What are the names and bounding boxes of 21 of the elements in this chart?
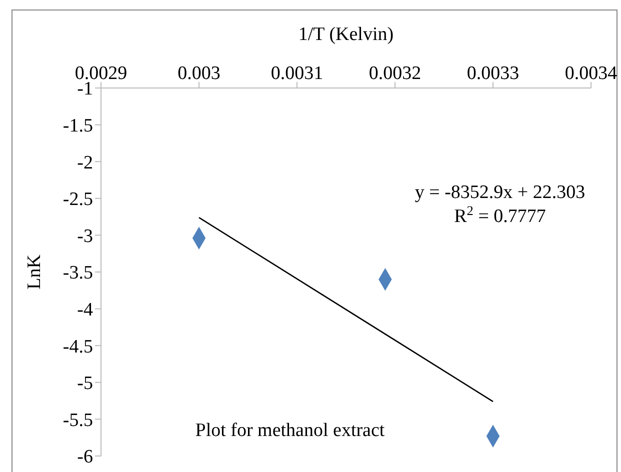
annotation: y = -8352.9x + 22.303 xyxy=(414,182,586,203)
y-tick-label: -2.5 xyxy=(62,189,93,210)
y-tick-label: -1 xyxy=(77,78,93,100)
y-tick-label: -4.5 xyxy=(62,336,93,358)
y-axis-title: LnK xyxy=(24,254,45,290)
annotation: Plot for methanol extract xyxy=(195,420,386,441)
x-tick-label: 0.0032 xyxy=(368,63,422,84)
y-tick-label: -4 xyxy=(77,299,94,320)
x-tick-label: 0.0033 xyxy=(466,63,520,84)
y-tick-label: -2 xyxy=(77,152,93,174)
y-tick-label: -3 xyxy=(77,226,93,247)
x-axis-title: 1/T (Kelvin) xyxy=(298,24,394,45)
y-tick-label: -5 xyxy=(77,373,93,394)
y-tick-label: -6 xyxy=(77,446,93,468)
x-tick-label: 0.0031 xyxy=(270,63,324,84)
y-tick-label: -5.5 xyxy=(62,410,93,431)
y-tick-label: -1.5 xyxy=(62,115,93,136)
x-tick-label: 0.0034 xyxy=(564,63,618,84)
x-tick-label: 0.003 xyxy=(178,63,220,84)
annotation: R$^{2}$ = 0.7777 xyxy=(454,202,546,227)
y-tick-label: -3.5 xyxy=(62,262,93,284)
